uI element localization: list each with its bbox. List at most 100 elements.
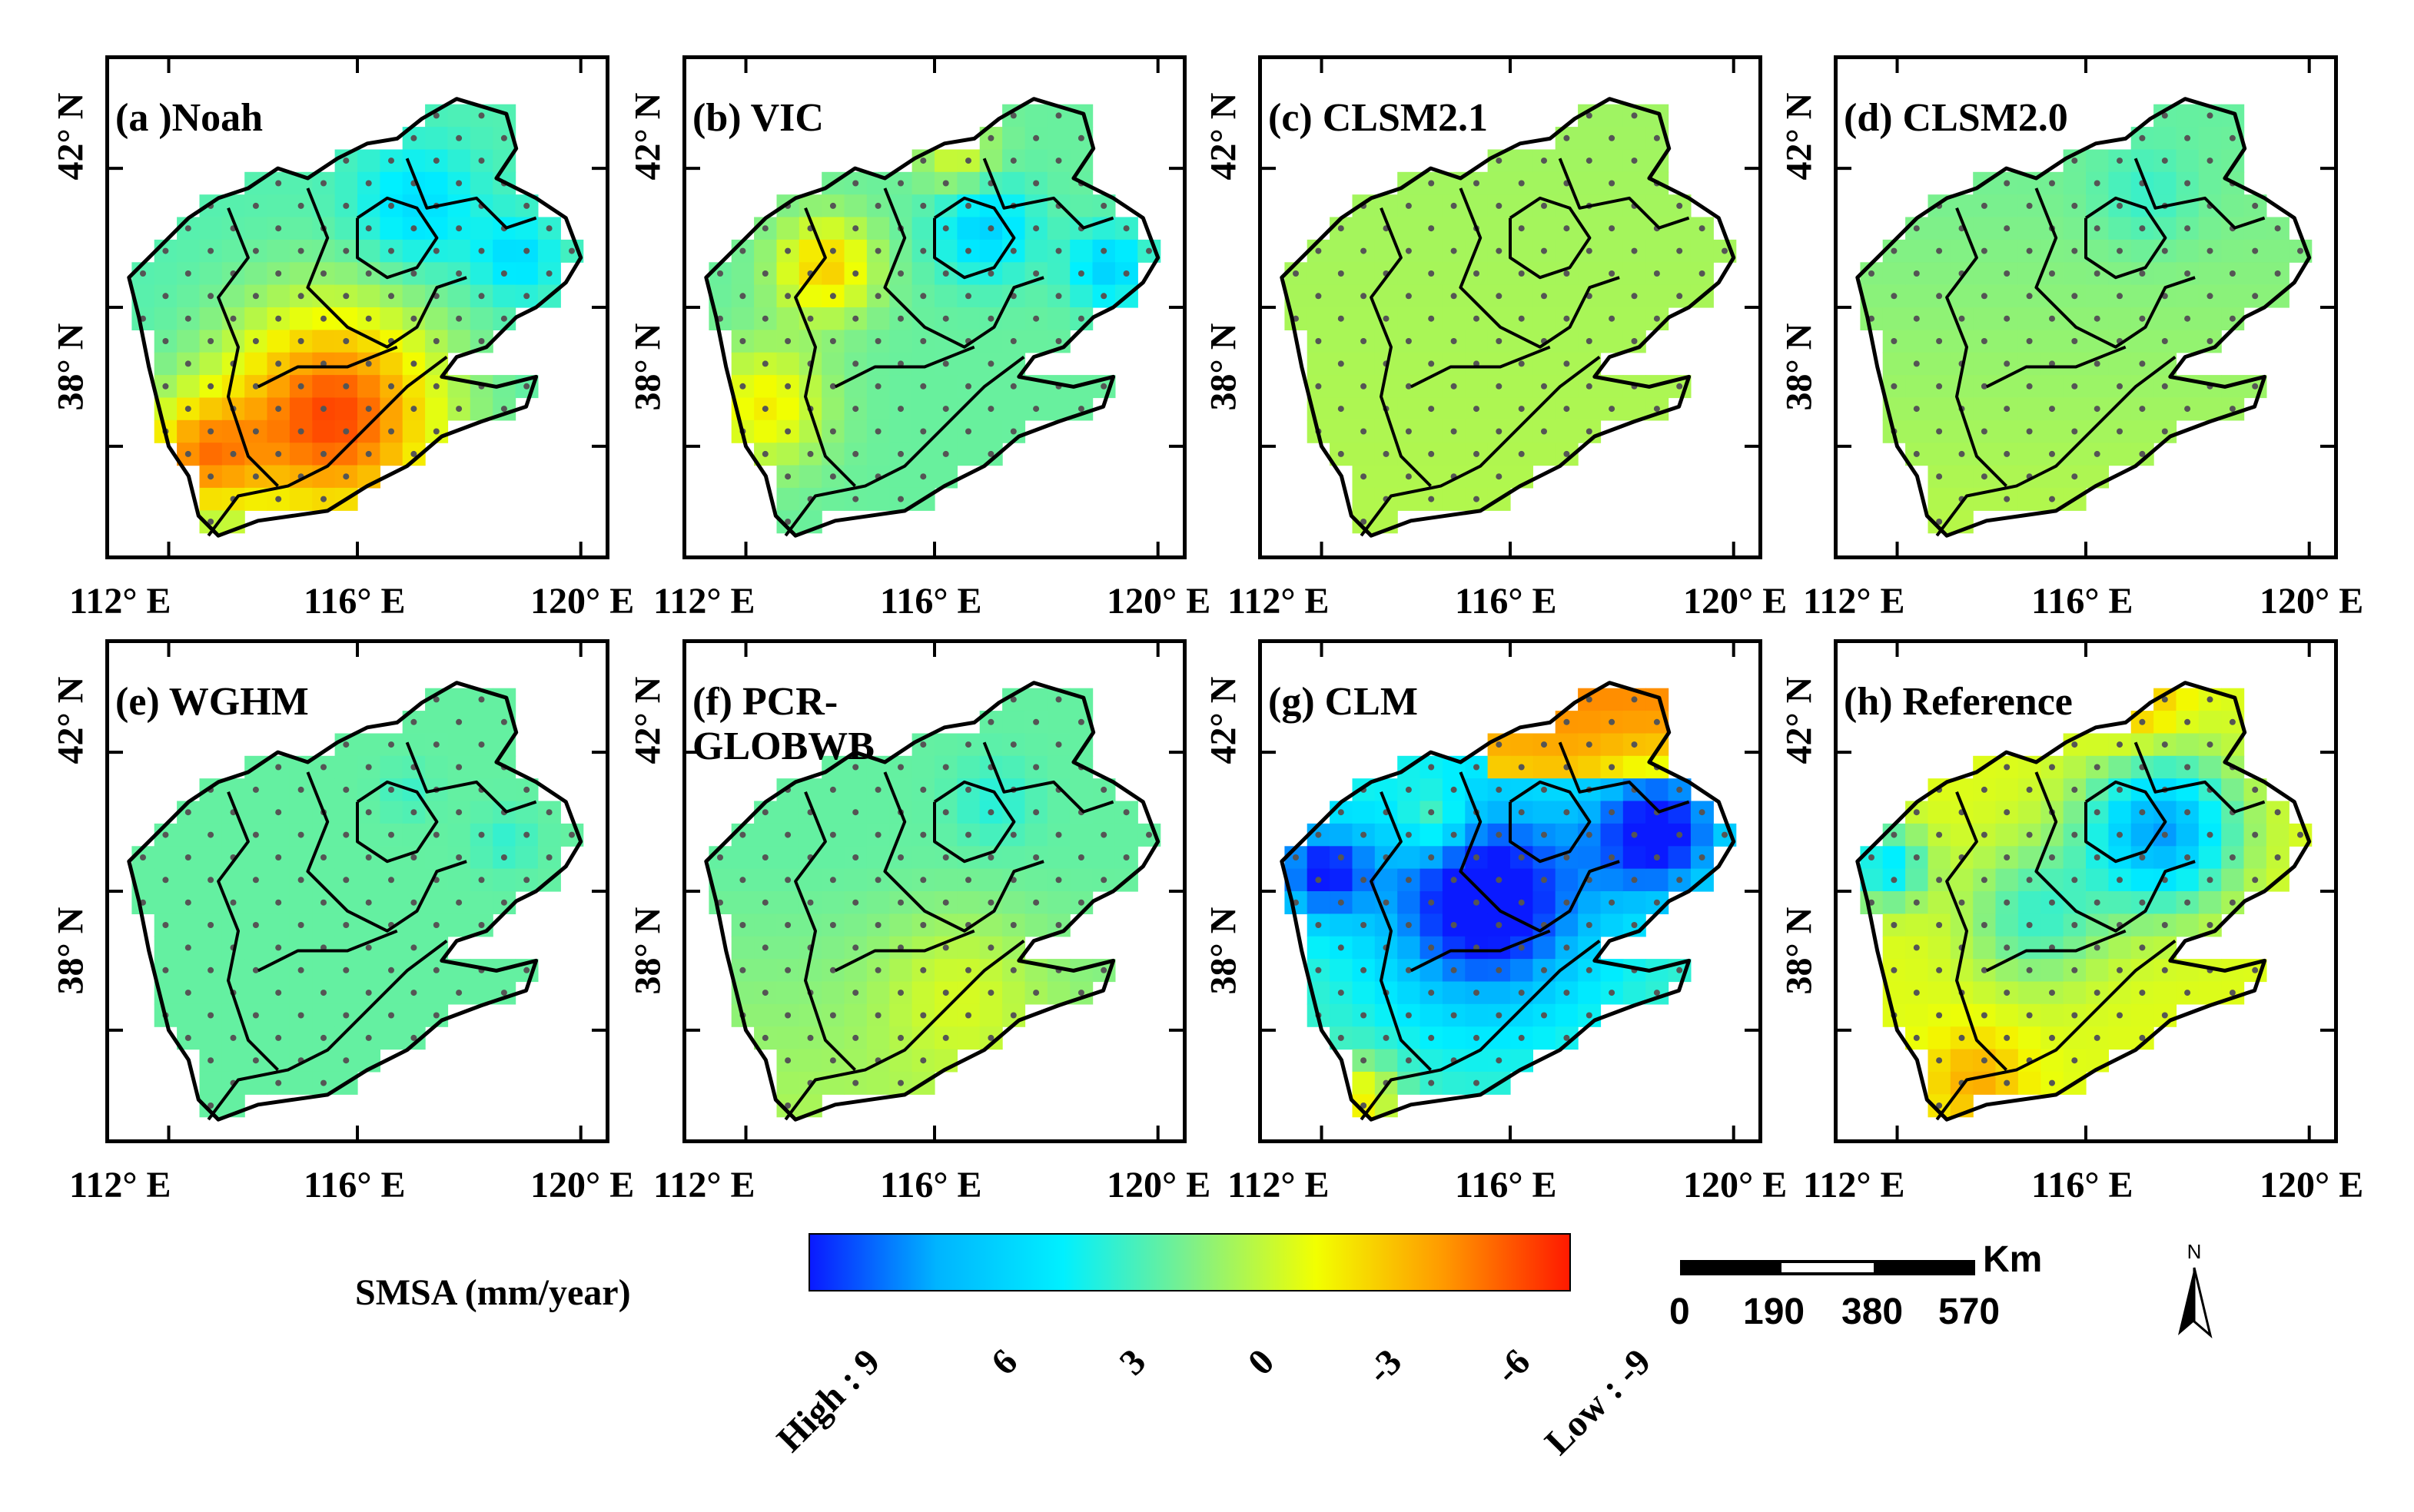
significance-dot	[1360, 428, 1367, 435]
grid-cell	[267, 1003, 291, 1027]
grid-cell	[1950, 778, 1974, 802]
significance-dot	[1337, 944, 1344, 951]
grid-cell	[177, 419, 201, 443]
significance-dot	[365, 450, 372, 457]
significance-dot	[1293, 270, 1299, 277]
grid-cell	[1352, 443, 1376, 466]
significance-dot	[739, 383, 746, 390]
grid-cell	[2266, 239, 2289, 263]
significance-dot	[829, 247, 836, 254]
significance-dot	[1405, 293, 1412, 300]
province-boundary	[933, 780, 1016, 864]
grid-cell	[2198, 846, 2222, 870]
significance-dot	[2274, 809, 2281, 816]
significance-dot	[1383, 315, 1390, 322]
grid-cell	[1397, 936, 1421, 960]
significance-dot	[1033, 406, 1040, 413]
grid-cell	[267, 1049, 291, 1073]
lon-label-120: 120° E	[1683, 1165, 1788, 1205]
grid-cell	[1622, 397, 1646, 421]
significance-dot	[2117, 428, 2123, 435]
grid-cell	[844, 375, 868, 399]
significance-dot	[1450, 338, 1457, 344]
grid-cell	[1420, 194, 1443, 218]
significance-dot	[920, 741, 927, 748]
grid-cell	[1442, 801, 1466, 824]
significance-dot	[2049, 315, 2055, 322]
significance-dot	[2071, 831, 2078, 838]
significance-dot	[343, 383, 350, 390]
grid-cell	[447, 284, 471, 308]
significance-dot	[762, 360, 769, 367]
significance-dot	[1913, 854, 1920, 860]
lat-label-38: 38° N	[50, 323, 91, 411]
grid-cell	[177, 959, 201, 983]
significance-dot	[1653, 406, 1660, 413]
significance-dot	[1428, 180, 1435, 187]
significance-dot	[1101, 786, 1107, 793]
grid-cell	[1002, 262, 1026, 286]
grid-cell	[2221, 868, 2245, 892]
lon-label-112: 112° E	[1803, 581, 1905, 622]
significance-dot	[184, 809, 191, 816]
grid-cell	[1622, 307, 1646, 330]
grid-cell	[1420, 959, 1443, 983]
significance-dot	[1609, 315, 1615, 322]
grid-cell	[1600, 868, 1624, 892]
grid-cell	[1532, 217, 1556, 240]
grid-cell	[425, 127, 449, 151]
significance-dot	[1337, 270, 1344, 277]
significance-dot	[456, 270, 463, 277]
grid-cell	[2153, 127, 2177, 151]
significance-dot	[942, 406, 949, 413]
significance-dot	[1891, 338, 1898, 344]
significance-dot	[500, 990, 507, 996]
grid-cell	[289, 981, 313, 1005]
grid-cell	[470, 711, 493, 734]
significance-dot	[2229, 406, 2236, 413]
significance-dot	[1293, 854, 1299, 860]
grid-cell	[1420, 1049, 1443, 1073]
grid-cell	[1024, 149, 1048, 173]
significance-dot	[365, 180, 372, 187]
significance-dot	[546, 225, 553, 232]
grid-cell	[470, 891, 493, 914]
significance-dot	[785, 922, 792, 928]
grid-cell	[1510, 284, 1533, 308]
grid-cell	[1374, 375, 1398, 399]
significance-dot	[1913, 450, 1920, 457]
significance-dot	[2071, 877, 2078, 884]
grid-cell	[979, 149, 1003, 173]
significance-dot	[1033, 809, 1040, 816]
significance-dot	[2004, 406, 2011, 413]
grid-cell	[1928, 981, 1951, 1005]
significance-dot	[920, 1057, 927, 1064]
grid-cell	[1622, 711, 1646, 734]
significance-dot	[2117, 831, 2123, 838]
map-canvas	[1838, 59, 2334, 555]
grid-cell	[221, 375, 245, 399]
significance-dot	[2161, 428, 2168, 435]
grid-cell	[470, 171, 493, 195]
significance-dot	[433, 831, 440, 838]
significance-dot	[1473, 270, 1479, 277]
significance-dot	[1360, 338, 1367, 344]
grid-cell	[776, 1026, 800, 1050]
lat-label-38: 38° N	[1203, 323, 1244, 411]
lon-label-120: 120° E	[2260, 581, 2364, 622]
significance-dot	[478, 741, 485, 748]
significance-dot	[852, 496, 859, 502]
grid-cell	[1047, 711, 1071, 734]
grid-cell	[2221, 778, 2245, 802]
significance-dot	[478, 696, 485, 703]
grid-cell	[1532, 801, 1556, 824]
significance-dot	[1405, 786, 1412, 793]
grid-cell	[312, 959, 336, 983]
province-boundary	[1935, 356, 2177, 537]
significance-dot	[1609, 225, 1615, 232]
grid-cell	[267, 778, 291, 802]
grid-cell	[1928, 801, 1951, 824]
grid-cell	[2153, 397, 2177, 421]
significance-dot	[2206, 922, 2213, 928]
significance-dot	[1473, 899, 1479, 906]
